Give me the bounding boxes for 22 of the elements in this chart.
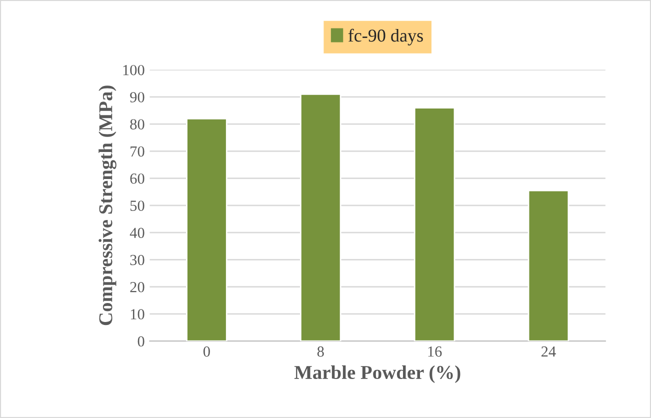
bar xyxy=(414,107,456,342)
x-tick-label: 16 xyxy=(428,346,442,357)
bar xyxy=(528,190,570,342)
y-axis-title: Compressive Strength (MPa) xyxy=(98,86,116,326)
y-tick-label: 100 xyxy=(123,64,144,76)
bar xyxy=(186,118,228,342)
y-tick-label: 50 xyxy=(130,200,144,211)
x-axis-title: Marble Powder (%) xyxy=(294,365,460,383)
y-tick-label: 30 xyxy=(130,254,144,266)
x-tick-label: 0 xyxy=(203,346,210,357)
y-tick-label: 60 xyxy=(130,173,144,184)
legend-label: fc-90 days xyxy=(348,28,423,46)
y-tick-label: 0 xyxy=(138,336,144,347)
y-tick-label: 70 xyxy=(130,146,144,157)
y-tick-label: 90 xyxy=(130,92,144,102)
y-tick-label: 40 xyxy=(130,228,144,238)
bar xyxy=(300,94,342,342)
y-tick-label: 80 xyxy=(130,119,144,130)
x-tick-label: 8 xyxy=(317,346,324,357)
y-tick-label: 10 xyxy=(130,309,144,320)
x-tick-label: 24 xyxy=(542,346,556,357)
y-tick-label: 20 xyxy=(130,282,144,292)
